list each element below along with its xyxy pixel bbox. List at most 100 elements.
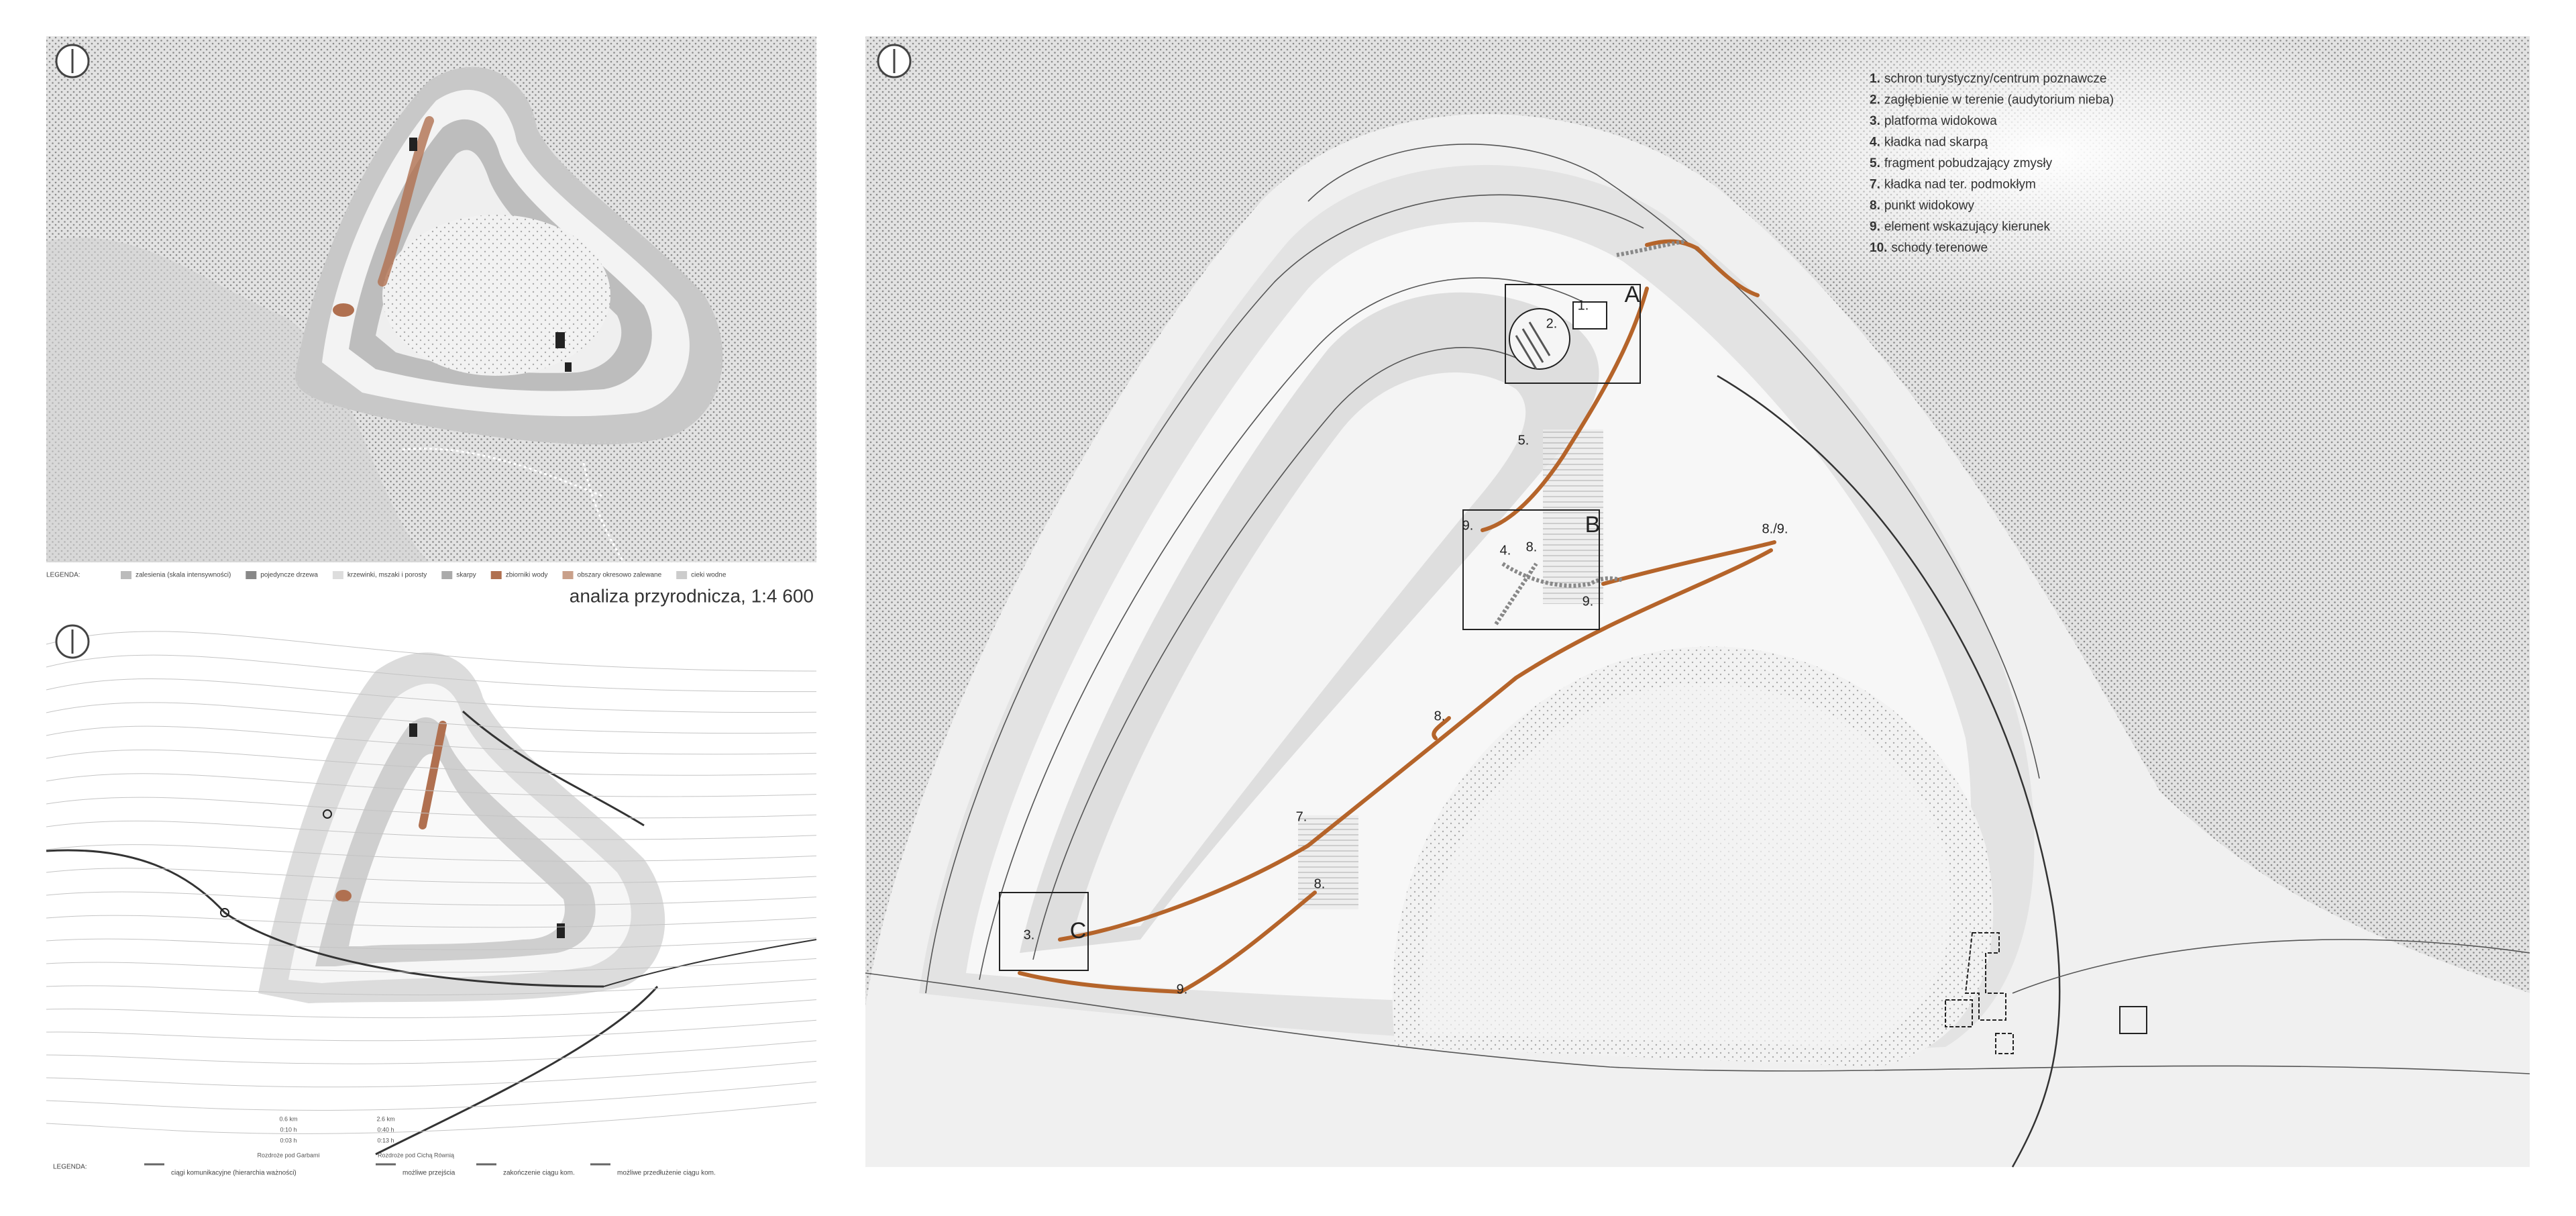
contour-line — [46, 678, 817, 713]
contour-line — [46, 891, 817, 906]
legend-number: 2. — [1870, 93, 1880, 107]
contour-line — [46, 915, 817, 928]
legend-label: zakończenie ciągu kom. — [503, 1170, 575, 1177]
legend-swatch — [562, 571, 574, 579]
legend-text: schody terenowe — [1891, 241, 1988, 255]
legend-label: cieki wodne — [691, 572, 727, 579]
contour-line — [46, 999, 817, 1019]
plan-label: 9. — [1582, 594, 1594, 609]
legend-text: schron turystyczny/centrum poznawcze — [1884, 72, 2107, 86]
legend-label: możliwe przedłużenie ciągu kom. — [617, 1170, 716, 1177]
contour-line — [46, 1060, 817, 1088]
plan-label: A — [1625, 282, 1640, 307]
legend-text: punkt widokowy — [1884, 199, 1975, 213]
circulation-map — [46, 619, 817, 1156]
contour-line — [46, 820, 817, 840]
legend-swatch — [676, 571, 688, 579]
legend-entry: 8. punkt widokowy — [1870, 199, 1974, 213]
plan-label: 9. — [1462, 518, 1474, 533]
plan-label: 8. — [1314, 876, 1326, 891]
legend-entry: 7. kładka nad ter. podmokłym — [1870, 178, 2036, 192]
legend-swatch — [121, 571, 131, 579]
legend-entry: 9. element wskazujący kierunek — [1870, 220, 2050, 234]
distance-km: 2.6 km — [376, 1115, 394, 1122]
plan-label: 8. — [1526, 540, 1538, 554]
legend-number: 9. — [1870, 220, 1880, 234]
legend-label: obszary okresowo zalewane — [578, 572, 662, 579]
legend-number: 8. — [1870, 199, 1880, 213]
contour-line — [46, 654, 817, 693]
contour-line — [46, 844, 817, 862]
plan-label: 4. — [1500, 543, 1511, 558]
plan-label: 9. — [1177, 982, 1188, 997]
contour-line — [46, 1019, 817, 1042]
contour-line — [46, 958, 817, 973]
legend-label: pojedyncze drzewa — [260, 572, 318, 579]
contour-line — [46, 773, 817, 797]
legend-entry: 10. schody terenowe — [1870, 241, 1988, 255]
legend-text: element wskazujący kierunek — [1884, 220, 2051, 234]
legend-number: 3. — [1870, 114, 1880, 128]
legend-text: kładka nad ter. podmokłym — [1884, 178, 2036, 192]
plan-label: B — [1585, 512, 1601, 538]
legend-title: LEGENDA: — [53, 1164, 87, 1171]
plan-label: 8. — [1434, 709, 1446, 723]
plan-label: C — [1070, 918, 1087, 944]
caption: analiza przyrodnicza, 1:4 600 — [570, 585, 814, 606]
nature-legend: LEGENDA: zalesienia (skala intensywności… — [46, 571, 727, 579]
legend-entry: 4. kładka nad skarpą — [1870, 136, 1988, 150]
legend-title: LEGENDA: — [46, 572, 80, 579]
contour-line — [46, 1102, 817, 1134]
north-arrows — [55, 44, 912, 659]
contour-line — [46, 1081, 817, 1111]
distance-bike: 0:03 h — [280, 1137, 297, 1144]
contour-line — [46, 631, 817, 672]
contour-line — [46, 797, 817, 819]
legend-text: fragment pobudzający zmysły — [1884, 156, 2053, 170]
legend-swatch — [490, 571, 502, 579]
legend-number: 1. — [1870, 72, 1880, 86]
legend-label: zalesienia (skala intensywności) — [136, 572, 231, 579]
legend-text: platforma widokowa — [1884, 114, 1997, 128]
legend-swatch — [246, 571, 257, 579]
place-label: Rozdroże pod Cichą Równią — [378, 1152, 454, 1158]
contour-line — [46, 868, 817, 884]
contour-line — [46, 978, 817, 996]
legend-label: możliwe przejścia — [402, 1170, 455, 1177]
plan-labels: 1. 2. A 5. 9. 4. 8. B 9. 8./9. 8. 7. 8. 3. C 9. — [1024, 282, 1788, 997]
legend-number: 5. — [1870, 156, 1880, 170]
legend-swatch — [441, 571, 453, 579]
plan-label: 1. — [1578, 298, 1589, 313]
nature-map — [46, 36, 816, 563]
contour-line — [46, 725, 817, 755]
legend-number: 4. — [1870, 136, 1880, 150]
contour-line — [46, 750, 817, 776]
legend-number: 7. — [1870, 178, 1880, 192]
legend-text: kładka nad skarpą — [1884, 136, 1988, 150]
plan-label: 8./9. — [1762, 521, 1788, 536]
contour-line — [46, 702, 817, 734]
legend-swatch — [332, 571, 343, 579]
circulation-legend: LEGENDA: ciągi komunikacyjne (hierarchia… — [53, 1115, 716, 1176]
distance-walk: 0:40 h — [377, 1126, 394, 1133]
legend-label: skarpy — [456, 572, 476, 579]
legend-text: zagłębienie w terenie (audytorium nieba) — [1884, 93, 2114, 107]
legend-entry: 2. zagłębienie w terenie (audytorium nieb… — [1870, 93, 2114, 107]
plan-label: 3. — [1024, 927, 1035, 942]
contour-line — [46, 938, 817, 950]
place-label: Rozdroże pod Garbami — [257, 1152, 319, 1158]
plan-label: 5. — [1518, 433, 1529, 448]
distance-walk: 0:10 h — [280, 1126, 297, 1133]
legend-label: ciągi komunikacyjne (hierarchia ważności… — [171, 1170, 297, 1177]
main-plan — [865, 0, 2530, 1168]
legend-label: krzewinki, mszaki i porosty — [347, 572, 427, 579]
distance-bike: 0:13 h — [377, 1137, 394, 1144]
legend-number: 10. — [1870, 241, 1887, 255]
plan-legend: 1. schron turystyczny/centrum poznawcze 2.… — [1870, 72, 2114, 255]
plan-label: 2. — [1546, 316, 1558, 331]
legend-entry: 5. fragment pobudzający zmysły — [1870, 156, 2053, 170]
legend-label: zbiorniki wody — [506, 572, 548, 579]
contour-line — [46, 1040, 817, 1064]
legend-entry: 3. platforma widokowa — [1870, 114, 1997, 128]
